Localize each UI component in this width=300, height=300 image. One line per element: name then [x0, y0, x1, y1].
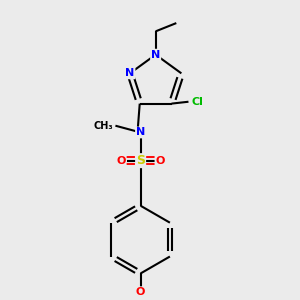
Text: O: O — [136, 287, 145, 297]
Text: Cl: Cl — [192, 97, 204, 107]
Text: S: S — [136, 154, 145, 167]
Text: O: O — [116, 156, 126, 166]
Text: O: O — [155, 156, 165, 166]
Text: N: N — [151, 50, 160, 60]
Text: N: N — [125, 68, 134, 78]
Text: N: N — [136, 128, 145, 137]
Text: CH₃: CH₃ — [94, 121, 113, 131]
